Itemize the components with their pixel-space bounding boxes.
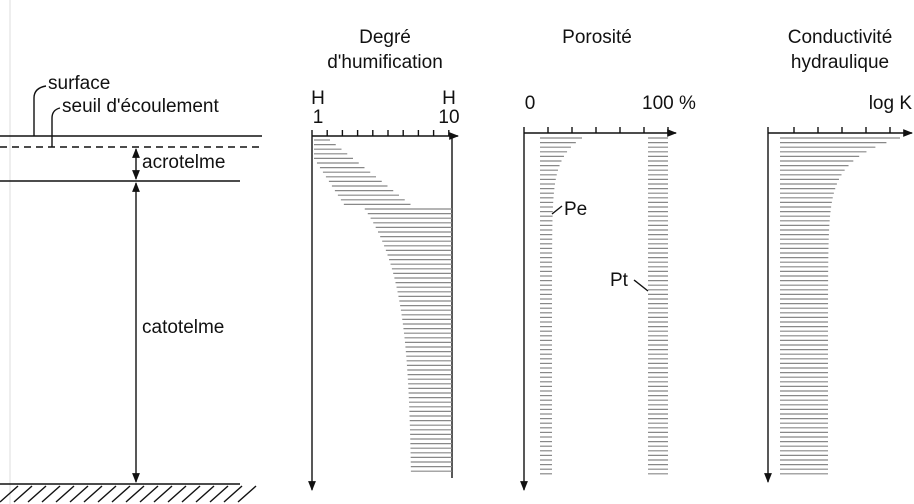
hatch-line [125,485,145,503]
hatch-line [153,485,173,503]
axis-label: log K [869,93,913,114]
hatch-line [13,485,33,503]
axis-label: 10 [438,107,459,128]
hatch-line [0,485,19,503]
substrate-hatch [0,485,257,503]
hatch-line [69,485,89,503]
panel-title: Degré [359,27,411,48]
panel-title: d'humification [327,52,443,73]
hatch-line [237,485,257,503]
hatch-line [167,485,187,503]
hatch-line [223,485,243,503]
label: acrotelme [142,152,225,173]
axis-label: 1 [313,107,324,128]
label: seuil d'écoulement [62,96,219,117]
hatch-line [97,485,117,503]
hatch-line [55,485,75,503]
panel-title: Porosité [562,27,632,48]
hatch-line [27,485,47,503]
hatch-line [195,485,215,503]
leader [51,107,61,147]
axis-label: H [311,88,325,109]
hatch-line [181,485,201,503]
axis-label: 100 % [642,93,696,114]
panel-title: Conductivité [788,27,893,48]
leader [551,205,563,215]
hatch-line [111,485,131,503]
label: surface [48,73,110,94]
hatch-line [139,485,159,503]
curve-label: Pe [564,199,587,220]
axis-label: H [442,88,456,109]
hatch-line [83,485,103,503]
hatch-line [209,485,229,503]
label: catotelme [142,317,224,338]
curve-label: Pt [610,270,629,291]
panel-title: hydraulique [791,52,889,73]
leader [633,279,649,292]
axis-label: 0 [525,93,536,114]
leader [33,85,47,136]
hatch-line [41,485,61,503]
profile-hatching [311,127,900,475]
